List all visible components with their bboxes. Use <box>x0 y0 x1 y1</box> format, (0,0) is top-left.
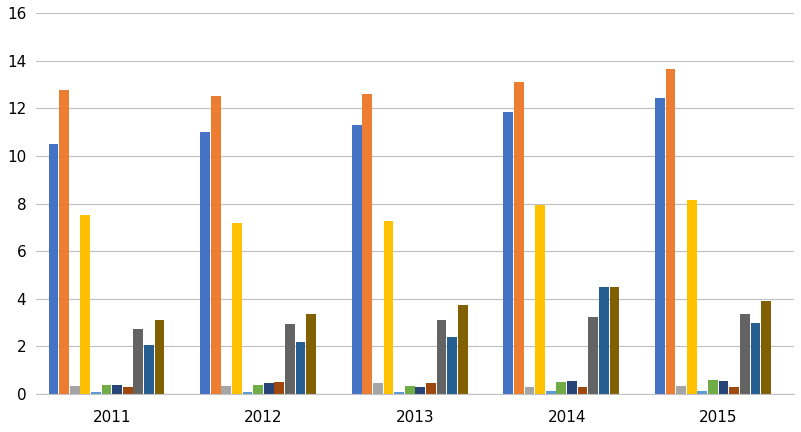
Bar <box>740 314 750 394</box>
Bar <box>123 387 133 394</box>
Bar <box>751 323 760 394</box>
Bar <box>405 386 415 394</box>
Bar <box>384 221 393 394</box>
Bar <box>578 387 587 394</box>
Bar <box>253 384 263 394</box>
Bar <box>426 383 436 394</box>
Bar <box>144 345 154 394</box>
Bar <box>666 69 675 394</box>
Bar <box>352 125 361 394</box>
Bar <box>761 301 771 394</box>
Bar <box>211 96 220 394</box>
Bar <box>458 305 468 394</box>
Bar <box>49 144 58 394</box>
Bar <box>134 329 143 394</box>
Bar <box>545 391 556 394</box>
Bar <box>155 320 164 394</box>
Bar <box>676 386 686 394</box>
Bar <box>112 384 122 394</box>
Bar <box>306 314 316 394</box>
Bar <box>232 222 242 394</box>
Bar <box>567 381 577 394</box>
Bar <box>514 82 524 394</box>
Bar <box>698 391 707 394</box>
Bar <box>535 205 545 394</box>
Bar <box>243 392 252 394</box>
Bar <box>394 392 404 394</box>
Bar <box>285 324 295 394</box>
Bar <box>447 337 457 394</box>
Bar <box>708 380 718 394</box>
Bar <box>275 382 284 394</box>
Bar <box>102 384 111 394</box>
Bar <box>655 98 665 394</box>
Bar <box>373 383 383 394</box>
Bar <box>80 216 91 394</box>
Bar <box>729 387 739 394</box>
Bar <box>686 200 697 394</box>
Bar <box>91 392 101 394</box>
Bar <box>557 382 566 394</box>
Bar <box>416 387 425 394</box>
Bar <box>718 381 728 394</box>
Bar <box>59 90 69 394</box>
Bar <box>362 94 372 394</box>
Bar <box>610 287 619 394</box>
Bar <box>525 387 534 394</box>
Bar <box>221 386 231 394</box>
Bar <box>296 342 305 394</box>
Bar <box>200 132 210 394</box>
Bar <box>70 386 79 394</box>
Bar <box>599 287 609 394</box>
Bar <box>503 112 513 394</box>
Bar <box>264 383 274 394</box>
Bar <box>588 317 598 394</box>
Bar <box>437 320 446 394</box>
